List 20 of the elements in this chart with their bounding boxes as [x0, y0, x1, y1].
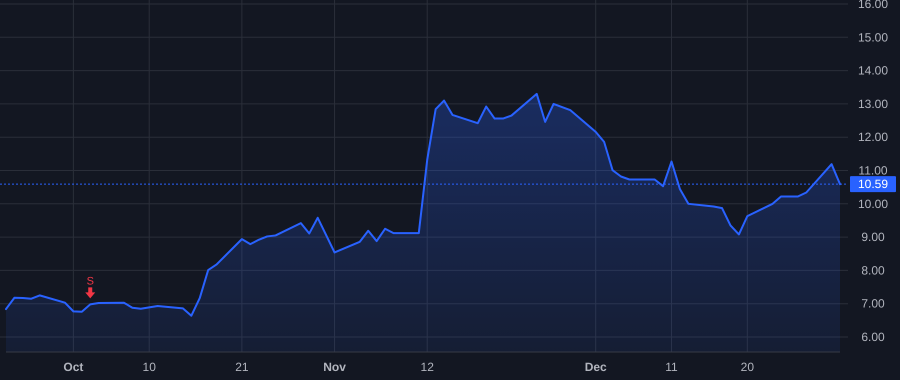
y-tick-label: 6.00 [861, 330, 885, 344]
y-tick-label: 13.00 [858, 96, 888, 111]
x-tick-label: 10 [142, 360, 156, 374]
x-tick-label: 21 [235, 360, 249, 374]
y-tick-label: 8.00 [861, 263, 885, 278]
y-tick-label: 7.00 [861, 296, 885, 311]
y-tick-label: 11.00 [858, 164, 888, 178]
x-tick-label: Oct [63, 360, 84, 374]
y-tick-label: 10.00 [858, 196, 888, 211]
x-tick-label: Nov [323, 360, 346, 374]
y-tick-label: 14.00 [858, 64, 888, 78]
y-tick-label: 15.00 [858, 30, 888, 44]
ref-line-label: 10.59 [858, 177, 888, 192]
x-tick-label: 20 [740, 360, 754, 374]
y-tick-label: 9.00 [861, 230, 885, 244]
x-tick-label: 11 [665, 360, 678, 374]
x-tick-label: 12 [420, 360, 434, 374]
y-tick-label: 12.00 [858, 130, 888, 144]
x-tick-label: Dec [584, 360, 608, 374]
annotation: S [86, 275, 94, 288]
